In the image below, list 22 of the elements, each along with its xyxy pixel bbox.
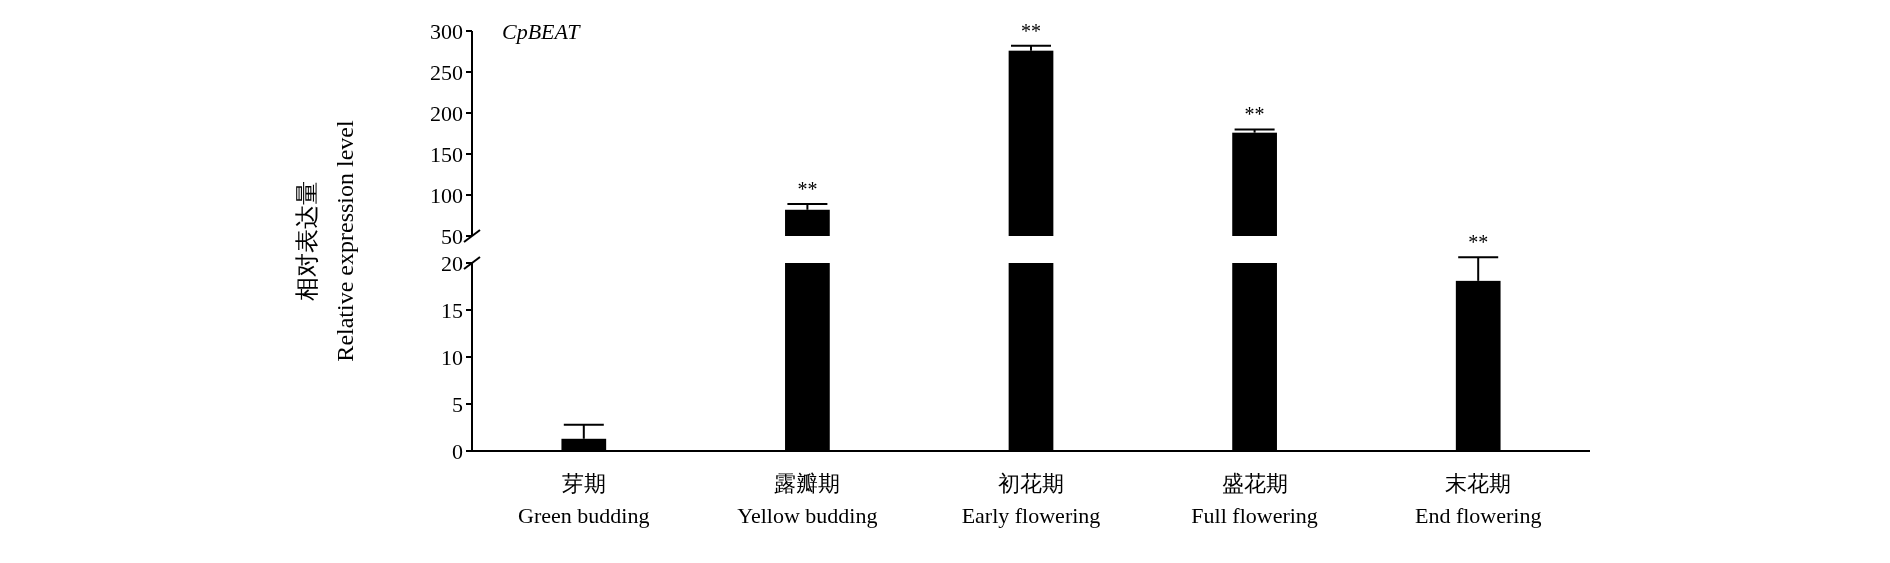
x-tick-label: 芽期 Green budding xyxy=(518,471,650,528)
annotation: ** xyxy=(1021,19,1041,42)
x-tick-label: 初花期 Early flowering xyxy=(961,471,1101,528)
y-tick-label: 200 xyxy=(430,100,463,126)
y-tick-label: 300 xyxy=(430,18,463,44)
y-tick-label: 15 xyxy=(441,297,463,323)
y-tick-label: 50 xyxy=(441,223,463,249)
y-tick-label: 10 xyxy=(441,344,463,370)
y-tick-label: 250 xyxy=(430,59,463,85)
x-tick-label: 露瓣期 Yellow budding xyxy=(737,471,878,528)
annotation: ** xyxy=(797,178,818,201)
x-tick-label: 末花期 End flowering xyxy=(1414,471,1542,528)
y-axis-title: 相对表达量 Relative expression level xyxy=(294,120,358,362)
y-tick-label: 5 xyxy=(452,391,463,417)
y-tick-label: 0 xyxy=(452,438,463,464)
annotation: ** xyxy=(1244,103,1265,126)
y-tick-label: 150 xyxy=(430,141,463,167)
y-tick-label: 100 xyxy=(430,182,463,208)
chart-title: CpBEAT xyxy=(502,19,582,44)
x-tick-label: 盛花期 Full flowering xyxy=(1191,471,1318,528)
y-tick-label: 20 xyxy=(441,250,463,276)
annotation: ** xyxy=(1468,231,1489,254)
